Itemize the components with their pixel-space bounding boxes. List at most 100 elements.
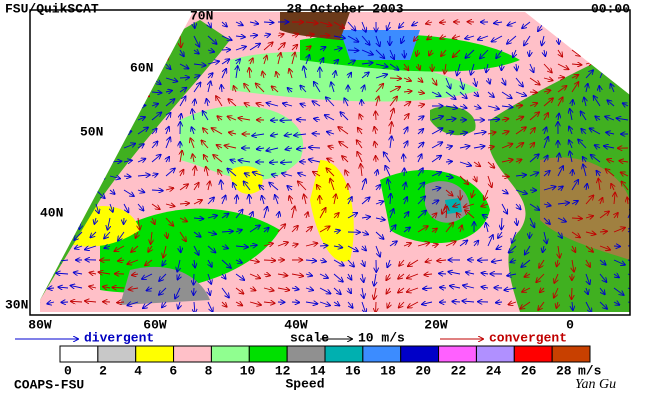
- wind-vector: [162, 301, 166, 307]
- wind-vector: [585, 216, 593, 218]
- wind-vector: [151, 141, 158, 149]
- wind-vector: [389, 63, 399, 70]
- wind-vector: [498, 231, 502, 238]
- wind-vector: [221, 287, 229, 298]
- wind-vector: [319, 260, 326, 262]
- wind-vector: [578, 140, 587, 149]
- wind-vector: [613, 259, 625, 265]
- wind-vector: [292, 206, 295, 219]
- wind-vector: [40, 190, 51, 192]
- wind-vector: [362, 287, 364, 298]
- wind-vector: [403, 212, 409, 219]
- wind-vector: [446, 206, 447, 219]
- wind-vector: [193, 75, 200, 78]
- wind-vector: [67, 203, 72, 213]
- wind-vector: [445, 223, 453, 233]
- wind-vector: [586, 259, 590, 267]
- wind-vector: [389, 241, 397, 247]
- wind-vector: [611, 84, 614, 93]
- wind-vector: [348, 73, 351, 79]
- wind-vector: [501, 119, 508, 120]
- wind-vector: [403, 114, 409, 121]
- wind-vector: [508, 302, 517, 305]
- colorbar-tick-label: 18: [380, 363, 396, 378]
- colorbar-box: [135, 345, 175, 363]
- wind-vector: [179, 203, 189, 204]
- wind-vector: [124, 77, 127, 83]
- wind-vector: [557, 77, 564, 78]
- wind-vector: [179, 96, 186, 107]
- colorbar-box: [438, 345, 477, 363]
- wind-vector: [235, 46, 246, 50]
- wind-vector: [277, 43, 285, 51]
- wind-vector: [487, 235, 493, 247]
- colorbar-box: [97, 345, 137, 363]
- product-label: FSU/QuikSCAT: [5, 1, 99, 16]
- wind-vector: [249, 35, 257, 36]
- wind-vector: [283, 103, 293, 106]
- wind-vector: [452, 301, 461, 302]
- wind-vector: [166, 127, 169, 135]
- wind-vector: [193, 245, 199, 255]
- wind-vector: [67, 118, 78, 120]
- wind-vector: [291, 45, 297, 51]
- wind-vector: [208, 273, 211, 284]
- wind-vector: [389, 109, 394, 121]
- wind-vector: [474, 77, 476, 86]
- wind-vector: [249, 68, 250, 79]
- wind-vector: [263, 34, 270, 36]
- wind-vector: [123, 119, 131, 120]
- wind-vector: [285, 148, 293, 149]
- wind-vector: [48, 288, 55, 289]
- wind-vector: [418, 154, 422, 163]
- wind-vector: [543, 171, 550, 177]
- wind-vector: [487, 132, 496, 134]
- wind-vector: [515, 91, 526, 96]
- wind-vector: [426, 260, 433, 262]
- wind-vector: [440, 36, 447, 39]
- wind-vector: [445, 106, 457, 108]
- wind-vector: [54, 78, 57, 83]
- wind-vector: [71, 301, 83, 302]
- wind-vector: [481, 287, 489, 288]
- wind-vector: [544, 231, 547, 243]
- wind-vector: [109, 106, 120, 109]
- wind-vector: [361, 35, 370, 45]
- wind-vector: [221, 69, 226, 79]
- wind-vector: [586, 184, 587, 191]
- wind-vector: [389, 49, 394, 59]
- wind-vector: [606, 132, 615, 134]
- wind-vector: [387, 259, 390, 267]
- wind-vector: [501, 106, 513, 107]
- wind-vector: [123, 160, 132, 162]
- wind-vector: [249, 225, 260, 233]
- wind-vector: [457, 63, 460, 75]
- colorbar-tick-label: 28: [556, 363, 572, 378]
- wind-vector: [151, 129, 157, 135]
- latitude-label: 70N: [190, 8, 213, 23]
- wind-vector: [207, 301, 213, 312]
- wind-vector: [359, 114, 362, 121]
- wind-vector: [613, 287, 624, 295]
- wind-vector: [473, 106, 481, 108]
- wind-vector: [445, 132, 453, 134]
- wind-vector: [480, 49, 489, 58]
- wind-vector: [81, 146, 93, 148]
- wind-vector: [235, 36, 245, 37]
- wind-vector: [572, 301, 573, 310]
- wind-vector: [193, 200, 202, 205]
- wind-vector: [585, 50, 597, 53]
- wind-vector: [361, 197, 370, 205]
- wind-vector: [459, 161, 471, 166]
- wind-vector: [179, 63, 189, 69]
- wind-vector: [151, 112, 161, 121]
- wind-vector: [554, 287, 559, 298]
- wind-vector: [374, 127, 376, 135]
- wind-vector: [431, 91, 441, 96]
- wind-vector: [501, 176, 509, 177]
- wind-vector: [123, 189, 134, 196]
- wind-vector: [417, 243, 429, 246]
- longitude-label: 40W: [284, 317, 308, 332]
- wind-vector: [502, 77, 505, 85]
- wind-vector: [82, 203, 85, 212]
